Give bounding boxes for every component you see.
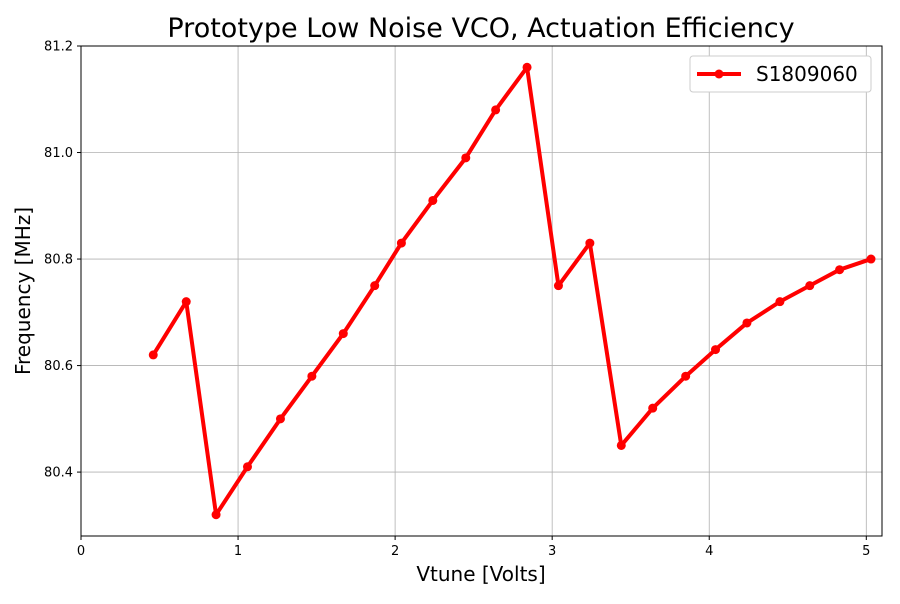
data-point <box>805 281 815 291</box>
data-point <box>648 403 658 413</box>
legend-box <box>689 55 872 93</box>
y-tick-label: 80.6 <box>44 359 73 374</box>
data-point <box>148 350 158 360</box>
legend-marker-sample <box>714 69 724 79</box>
y-tick-label: 81.2 <box>44 40 73 55</box>
chart-title: Prototype Low Noise VCO, Actuation Effic… <box>167 13 794 44</box>
data-point <box>616 440 626 450</box>
data-point <box>275 414 285 424</box>
legend-entry-label: S1809060 <box>756 62 858 86</box>
data-point <box>242 462 252 472</box>
data-point <box>491 105 501 115</box>
data-point <box>522 62 532 72</box>
data-point <box>428 195 438 205</box>
plot-frame <box>80 45 883 537</box>
data-point <box>711 345 721 355</box>
data-point <box>307 371 317 381</box>
data-point <box>585 238 595 248</box>
x-tick-label: 5 <box>862 544 870 559</box>
data-point <box>211 510 221 520</box>
x-axis-label: Vtune [Volts] <box>416 562 545 586</box>
series-layer <box>148 62 876 520</box>
data-point <box>866 254 876 264</box>
y-tick-label: 80.4 <box>44 466 73 481</box>
data-point <box>181 297 191 307</box>
data-point <box>742 318 752 328</box>
x-tick-label: 4 <box>705 544 713 559</box>
y-axis-label: Frequency [MHz] <box>11 207 35 375</box>
y-tick-label: 80.8 <box>44 253 73 268</box>
data-point <box>396 238 406 248</box>
grid <box>80 45 882 536</box>
axis-ticks: 0 1 2 3 4 5 80.4 80.6 80.8 81.0 81.2 <box>44 40 870 560</box>
x-tick-label: 0 <box>77 544 85 559</box>
y-tick-label: 81.0 <box>44 146 73 161</box>
data-point <box>835 265 845 275</box>
legend: S1809060 <box>689 55 872 93</box>
data-point <box>775 297 785 307</box>
data-point <box>461 153 471 163</box>
x-tick-label: 3 <box>548 544 556 559</box>
data-point <box>681 371 691 381</box>
data-point <box>553 281 563 291</box>
x-tick-label: 1 <box>234 544 242 559</box>
x-tick-label: 2 <box>391 544 399 559</box>
series-line <box>151 65 874 517</box>
data-point <box>370 281 380 291</box>
data-point <box>338 329 348 339</box>
